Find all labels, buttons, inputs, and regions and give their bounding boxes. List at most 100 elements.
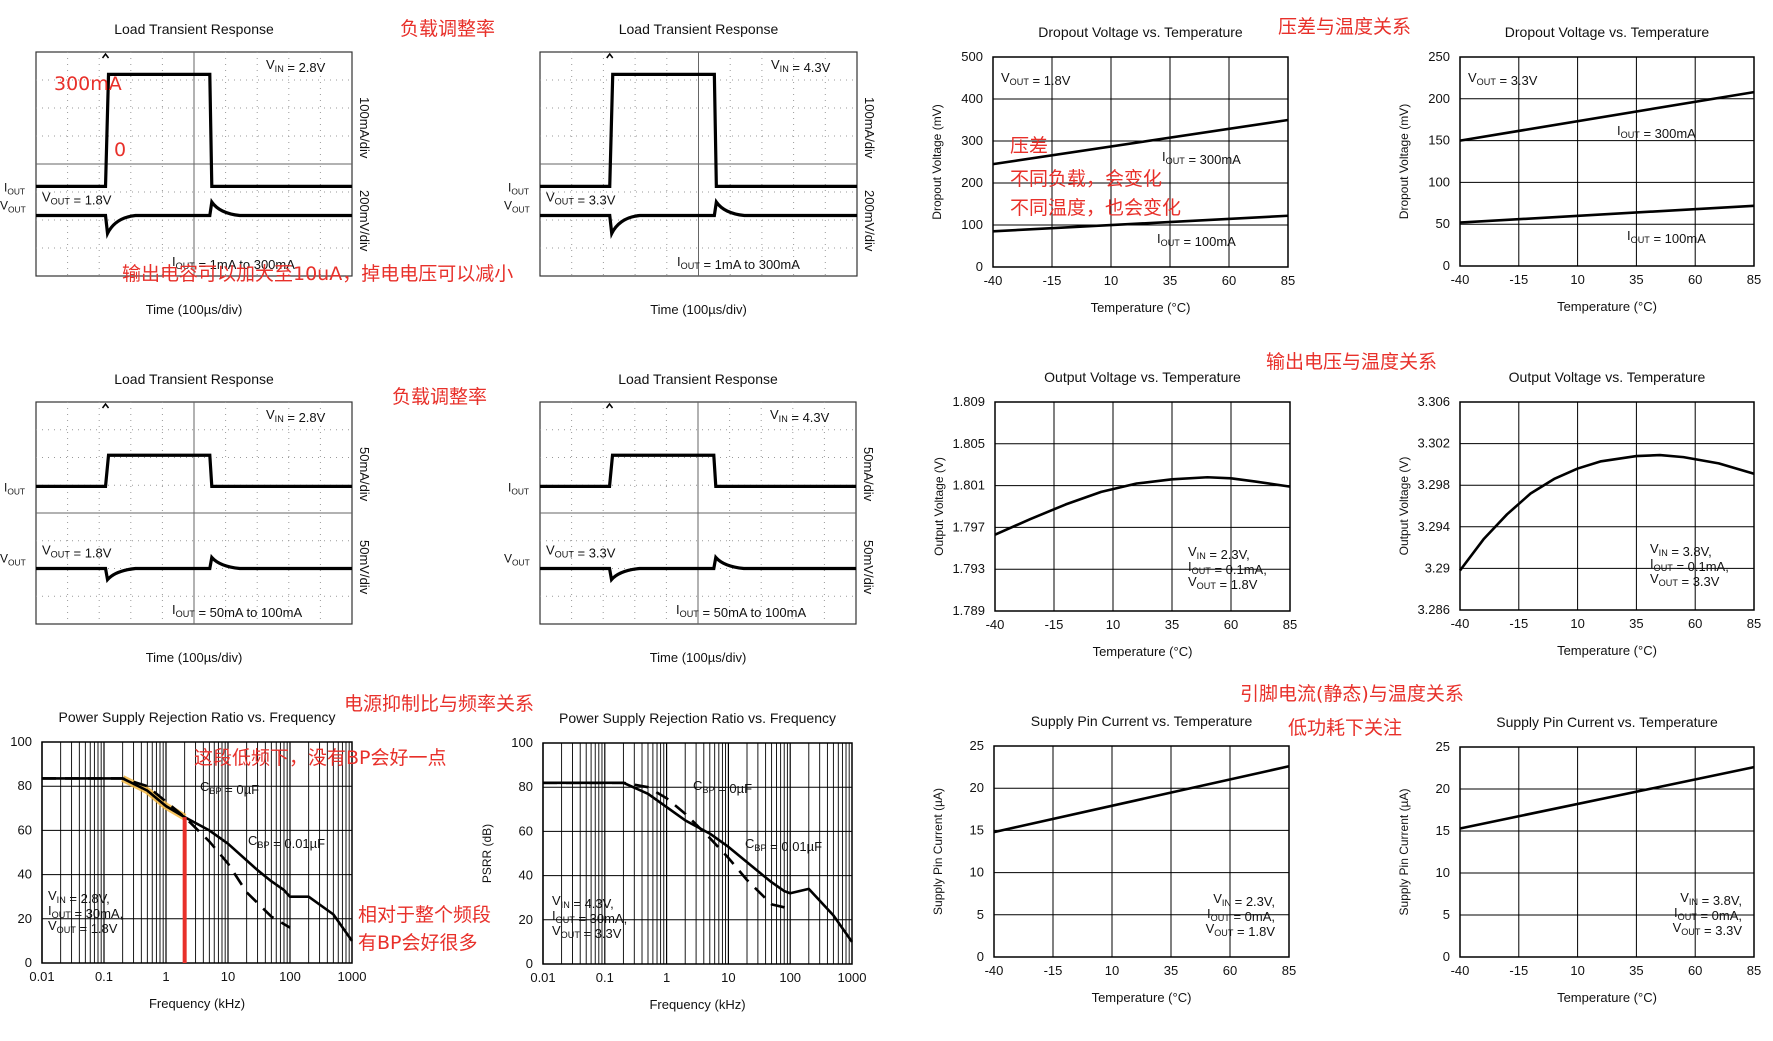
condition-line: VIN = 2.3V, — [1213, 891, 1275, 909]
y-axis-label: Dropout Voltage (mV) — [1397, 104, 1411, 219]
series-label-1: IOUT = 300mA — [1162, 149, 1241, 167]
y-tick-label: 0 — [526, 956, 533, 971]
y-axis-label: Dropout Voltage (mV) — [930, 104, 944, 219]
x-tick-label: 85 — [1747, 963, 1761, 978]
right-scale-label: 50mA/div — [357, 447, 372, 502]
condition-line: VOUT = 3.3V — [552, 923, 622, 941]
vout-trace — [540, 197, 857, 239]
xy-chart-10: Power Supply Rejection Ratio vs. Frequen… — [480, 710, 866, 1012]
note-dropout-temp: 压差与温度关系 — [1278, 16, 1412, 38]
y-tick-label: 80 — [519, 779, 533, 794]
right-scale-label: 200mV/div — [357, 190, 372, 252]
x-tick-label: -15 — [1043, 273, 1062, 288]
plot-frame — [1459, 401, 1755, 611]
x-tick-label: 10 — [1104, 273, 1118, 288]
load-transient-chart-3: Load Transient Response IOUT VOUT VIN = 2.8… — [0, 371, 372, 665]
series-line-2 — [42, 777, 354, 942]
x-tick-label: 85 — [1747, 616, 1761, 631]
iout-range: IOUT = 1mA to 300mA — [677, 254, 800, 272]
vin-condition: VIN = 4.3V — [771, 57, 831, 75]
x-tick-label: -40 — [984, 273, 1003, 288]
iout-label: IOUT — [508, 180, 529, 196]
vout-label: VOUT — [504, 552, 530, 568]
condition-line: VOUT = 1.8V — [48, 918, 118, 936]
y-axis-label: Output Voltage (V) — [1397, 457, 1411, 556]
y-tick-label: 100 — [511, 735, 533, 750]
iout-range: IOUT = 1mA to 300mA — [172, 254, 295, 272]
chart-title: Supply Pin Current vs. Temperature — [1031, 713, 1253, 729]
xy-chart-5: Dropout Voltage vs. Temperature -40 -15 10 3… — [930, 24, 1295, 315]
iout-range: IOUT = 50mA to 100mA — [676, 602, 806, 620]
y-tick-label: 100 — [10, 734, 32, 749]
y-tick-label: 50 — [1436, 216, 1450, 231]
x-tick-label: -15 — [1509, 963, 1528, 978]
condition-line: VOUT = 1.8V — [1188, 574, 1258, 592]
x-tick-label: 0.1 — [95, 969, 113, 984]
x-axis-label: Temperature (°C) — [1092, 990, 1192, 1005]
trigger-marker — [606, 52, 614, 59]
plot-frame — [1459, 746, 1755, 958]
y-tick-label: 15 — [970, 822, 984, 837]
condition-line: IOUT = 0.1mA, — [1650, 556, 1729, 574]
x-tick-label: -40 — [1451, 963, 1470, 978]
y-tick-label: 250 — [1428, 49, 1450, 64]
right-scale-label: 50mV/div — [861, 540, 876, 595]
x-tick-label: 100 — [779, 970, 801, 985]
condition-label: VOUT = 1.8V — [1001, 70, 1071, 88]
note-psrr-freq: 电源抑制比与频率关系 — [344, 693, 535, 715]
x-tick-label: 1 — [162, 969, 169, 984]
vout-trace — [36, 553, 352, 584]
vout-label: VOUT — [0, 199, 26, 215]
xy-chart-8: Output Voltage vs. Temperature -40 -15 10 35… — [1397, 369, 1761, 658]
y-tick-label: 20 — [18, 911, 32, 926]
x-axis-label: Time (100µs/div) — [650, 650, 747, 665]
series-label-1: CBP = 0µF — [693, 778, 752, 796]
x-tick-label: 1 — [663, 970, 670, 985]
note-low-power: 低功耗下关注 — [1288, 717, 1403, 739]
x-tick-label: 35 — [1163, 273, 1177, 288]
note-psrr-low-freq: 这段低频下，没有BP会好一点 — [194, 747, 447, 769]
note-psrr-full-1: 相对于整个频段 — [358, 904, 492, 926]
y-tick-label: 100 — [1428, 174, 1450, 189]
series-line-2 — [1459, 204, 1755, 224]
y-tick-label: 25 — [1436, 739, 1450, 754]
x-tick-label: 0.1 — [596, 970, 614, 985]
series-label-1: CBP = 0µF — [200, 779, 259, 797]
condition-line: VOUT = 3.3V — [1650, 571, 1720, 589]
vout-condition: VOUT = 1.8V — [42, 190, 112, 208]
x-tick-label: 35 — [1165, 617, 1179, 632]
x-tick-label: -40 — [1451, 272, 1470, 287]
iout-trace — [36, 72, 352, 188]
load-transient-chart-4: Load Transient Response IOUT VOUT VIN = 4.3… — [504, 371, 876, 665]
series-line-1 — [1458, 453, 1755, 572]
plot-frame — [542, 742, 853, 965]
plot-frame — [992, 56, 1289, 268]
y-tick-label: 0 — [25, 955, 32, 970]
x-axis-label: Temperature (°C) — [1557, 643, 1657, 658]
condition-line: VIN = 3.8V, — [1650, 541, 1712, 559]
x-tick-label: 1000 — [338, 969, 367, 984]
condition-line: VIN = 3.8V, — [1680, 890, 1742, 908]
vout-label: VOUT — [0, 552, 26, 568]
trigger-marker — [605, 402, 614, 409]
condition-label: VOUT = 3.3V — [1468, 70, 1538, 88]
vout-condition: VOUT = 3.3V — [546, 543, 616, 561]
vout-condition: VOUT = 3.3V — [546, 190, 616, 208]
vout-trace — [36, 197, 352, 239]
y-tick-label: 200 — [961, 175, 983, 190]
note-pin-current-temp: 引脚电流(静态)与温度关系 — [1240, 683, 1464, 705]
right-scale-label: 100mA/div — [357, 97, 372, 159]
right-scale-label: 50mA/div — [861, 447, 876, 502]
chart-title: Power Supply Rejection Ratio vs. Frequen… — [559, 710, 836, 726]
iout-range: IOUT = 50mA to 100mA — [172, 602, 302, 620]
y-tick-label: 40 — [18, 867, 32, 882]
y-tick-label: 20 — [1436, 781, 1450, 796]
trigger-marker — [101, 402, 110, 409]
x-tick-label: 85 — [1283, 617, 1297, 632]
x-tick-label: 1000 — [838, 970, 867, 985]
xy-chart-7: Output Voltage vs. Temperature -40 -15 10 35… — [932, 369, 1297, 659]
trigger-marker — [101, 52, 110, 59]
condition-line: VIN = 2.8V, — [48, 888, 110, 906]
x-tick-label: 35 — [1629, 616, 1643, 631]
y-tick-label: 1.809 — [952, 394, 985, 409]
